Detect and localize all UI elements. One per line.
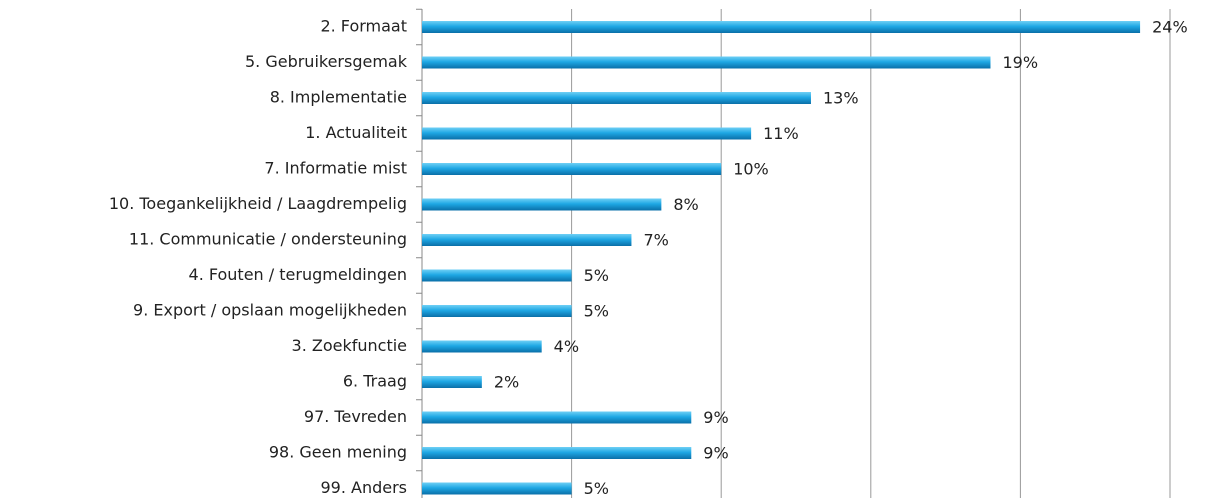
y-tick-label: 3. Zoekfunctie xyxy=(292,336,407,355)
value-label: 13% xyxy=(823,89,859,108)
bar xyxy=(422,198,662,211)
value-label: 24% xyxy=(1152,18,1188,37)
value-label: 11% xyxy=(763,124,799,143)
bar xyxy=(422,163,722,175)
bar xyxy=(422,269,572,282)
y-tick-label: 7. Informatie mist xyxy=(264,159,407,178)
y-tick-label: 11. Communicatie / ondersteuning xyxy=(129,230,407,249)
bar xyxy=(422,21,1141,33)
bar xyxy=(422,127,752,140)
value-label: 5% xyxy=(584,302,609,321)
y-tick-label: 4. Fouten / terugmeldingen xyxy=(189,265,407,284)
y-tick-label: 8. Implementatie xyxy=(270,88,407,107)
y-tick-label: 9. Export / opslaan mogelijkheden xyxy=(133,301,407,320)
value-label: 4% xyxy=(554,337,579,356)
y-tick-label: 98. Geen mening xyxy=(269,443,407,462)
y-tick-label: 97. Tevreden xyxy=(304,407,407,426)
value-label: 9% xyxy=(703,408,728,427)
bar xyxy=(422,92,811,104)
y-tick-label: 5. Gebruikersgemak xyxy=(245,52,408,71)
value-label: 8% xyxy=(673,195,698,214)
value-label: 2% xyxy=(494,373,519,392)
bar xyxy=(422,482,572,495)
bar xyxy=(422,56,991,69)
value-label: 5% xyxy=(584,479,609,498)
value-label: 5% xyxy=(584,266,609,285)
bar xyxy=(422,376,482,388)
bar xyxy=(422,411,692,424)
bar xyxy=(422,340,542,353)
y-tick-label: 99. Anders xyxy=(320,478,407,497)
value-label: 10% xyxy=(733,160,769,179)
value-label: 19% xyxy=(1002,53,1038,72)
bar xyxy=(422,305,572,317)
bar xyxy=(422,234,632,246)
y-tick-label: 10. Toegankelijkheid / Laagdrempelig xyxy=(109,194,407,213)
y-tick-label: 2. Formaat xyxy=(320,17,407,36)
y-tick-label: 1. Actualiteit xyxy=(305,123,407,142)
bar xyxy=(422,447,692,459)
y-tick-label: 6. Traag xyxy=(343,372,407,391)
value-label: 9% xyxy=(703,444,728,463)
value-label: 7% xyxy=(643,231,668,250)
